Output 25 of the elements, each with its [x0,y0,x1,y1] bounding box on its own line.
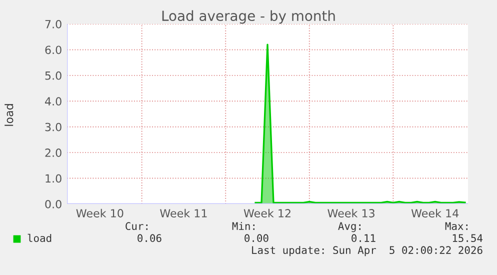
y-tick-label: 1.0 [46,174,62,183]
text: Last update: Sun Apr 5 02:00:22 2026 [252,246,482,256]
x-tick-label: Week 12 [244,208,290,218]
y-tick-label: 0.0 [45,200,62,208]
x-tick-label: Week 11 [160,208,207,218]
text: 0.11 [352,234,376,242]
x-tick-label: Week 10 [76,208,124,218]
text: Max: [445,222,468,230]
text: 0.06 [138,234,162,242]
text: Avg: [338,222,360,232]
y-tick-label: 4.0 [45,97,62,106]
x-tick-label: Week 14 [411,208,459,218]
legend-label: load [28,234,52,242]
text: Min: [232,222,254,230]
y-tick-label: 6.0 [45,46,62,54]
text: 15.54 [452,234,483,242]
chart-title: Load average - by month [162,10,335,24]
y-tick-label: 3.0 [45,122,62,132]
text: 0.00 [244,234,268,242]
text: Cur: [126,222,148,230]
x-tick-label: Week 13 [328,208,374,218]
y-tick-label: 7.0 [45,20,62,28]
y-tick-label: 2.0 [45,148,62,157]
y-axis-title: load [4,104,14,126]
y-tick-label: 5.0 [45,71,62,80]
